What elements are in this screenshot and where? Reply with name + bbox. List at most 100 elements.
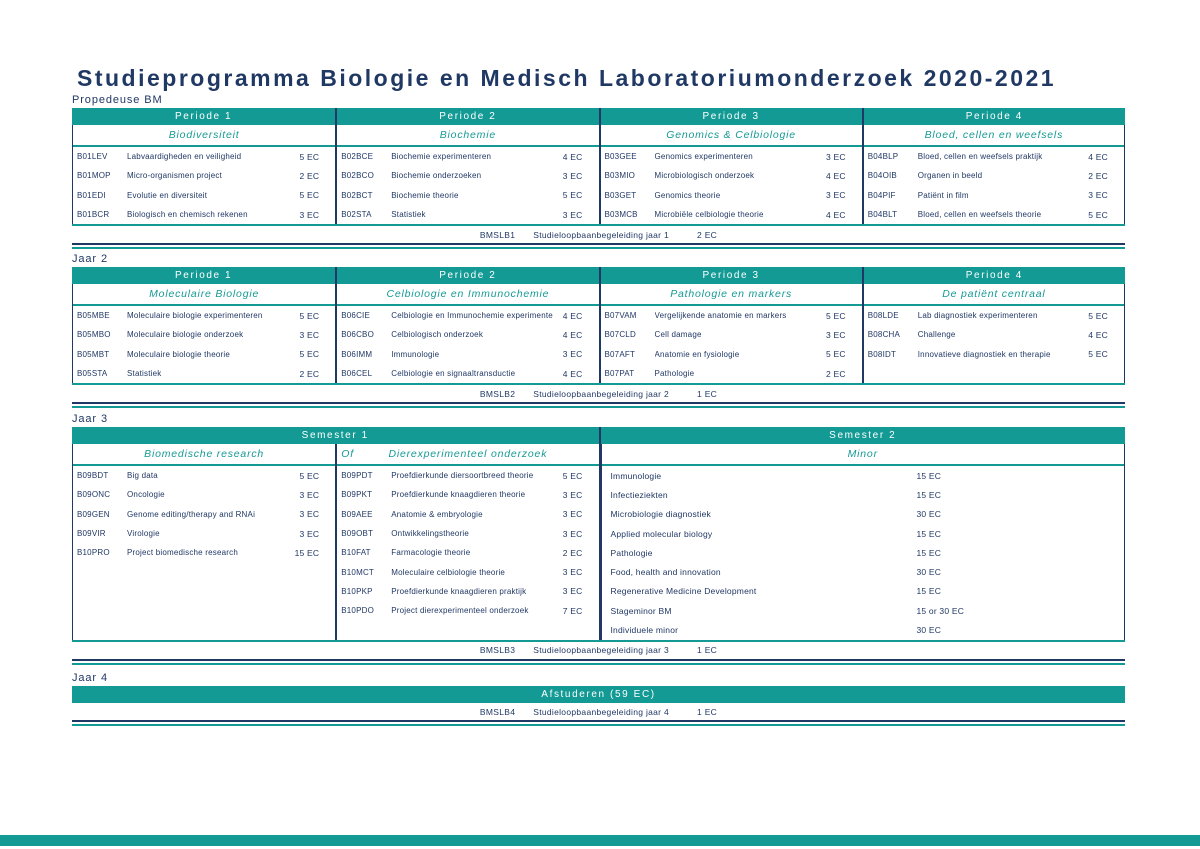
course-ec: 3 EC	[562, 349, 583, 360]
course-row: B07VAM Vergelijkende anatomie en markers 5…	[601, 306, 862, 325]
course-row: B08LDE Lab diagnostiek experimenteren 5 EC	[864, 306, 1124, 325]
course-ec: 5 EC	[826, 349, 846, 360]
course-ec: 3 EC	[299, 489, 320, 500]
section-label: Jaar 3	[72, 413, 108, 425]
course-ec: 3 EC	[299, 528, 320, 539]
course-ec: 3 EC	[826, 190, 846, 201]
year-section: Jaar 2 Periode 1 Periode 2 Periode 3 Periode…	[72, 253, 1125, 409]
course-name: Pathologie	[610, 547, 653, 558]
course-row: B02BCT Biochemie theorie 5 EC	[337, 186, 598, 205]
course-ec: 4 EC	[562, 151, 583, 162]
course-list: B06CIE Celbiologie en Immunochemie experi…	[337, 306, 598, 383]
course-ec: 5 EC	[299, 310, 320, 321]
course-ec: 4 EC	[1088, 329, 1108, 340]
course-name: Lab diagnostiek experimenteren	[917, 311, 1038, 321]
course-ec: 3 EC	[562, 567, 583, 578]
course-name: Celbiologisch onderzoek	[391, 330, 484, 340]
slb-footer-row: BMSLB2 Studieloopbaanbegeleiding jaar 2 1 …	[72, 383, 1125, 405]
course-row: B07PAT Pathologie 2 EC	[601, 364, 862, 383]
subheader-of-label: Of	[341, 448, 354, 460]
course-row: B03MIO Microbiologisch onderzoek 4 EC	[601, 166, 862, 185]
course-row: B04BLT Bloed, cellen en weefsels theorie 5…	[864, 205, 1124, 224]
course-ec: 5 EC	[562, 470, 583, 481]
period-header-cell: Semester 2	[598, 427, 1126, 444]
slb-footer-row: BMSLB1 Studieloopbaanbegeleiding jaar 1 2 …	[72, 224, 1125, 246]
course-code: B03GET	[604, 190, 637, 200]
course-name: Organen in beeld	[917, 171, 983, 181]
course-code: B06CIE	[341, 311, 371, 321]
course-ec: 5 EC	[299, 151, 320, 162]
course-ec: 15 EC	[916, 528, 942, 539]
course-row: B10PDO Project dierexperimenteel onderzoe…	[337, 601, 598, 620]
course-name: Vergelijkende anatomie en markers	[654, 311, 787, 321]
course-code: B04BLT	[867, 210, 898, 220]
table-header-row: Periode 1 Periode 2 Periode 3 Periode 4	[72, 267, 1125, 284]
course-name: Proefdierkunde knaagdieren praktijk	[391, 586, 527, 596]
table-header-row: Periode 1 Periode 2 Periode 3 Periode 4	[72, 108, 1125, 125]
course-code: B09OBT	[341, 529, 374, 539]
slb-footer-row: BMSLB4 Studieloopbaanbegeleiding jaar 4 1 …	[72, 703, 1125, 722]
course-code: B09AEE	[341, 509, 373, 519]
course-ec: 30 EC	[916, 567, 942, 578]
theme-subheader: Of Dierexperimenteel onderzoek	[337, 444, 599, 466]
course-row: B07AFT Anatomie en fysiologie 5 EC	[601, 345, 862, 364]
page-title: Studieprogramma Biologie en Medisch Labo…	[77, 65, 1057, 92]
course-code: B09VIR	[77, 529, 106, 539]
course-name: Proefdierkunde diersoortbreed theorie	[391, 471, 534, 481]
theme-title: Minor	[847, 448, 878, 460]
course-ec: 7 EC	[562, 605, 583, 616]
course-row: B10FAT Farmacologie theorie 2 EC	[337, 543, 598, 562]
course-code: B08CHA	[867, 330, 901, 340]
slb-ec: 2 EC	[697, 229, 718, 240]
course-ec: 2 EC	[562, 547, 583, 558]
course-code: B04OIB	[867, 171, 897, 181]
course-name: Big data	[127, 471, 158, 481]
course-name: Regenerative Medicine Development	[610, 586, 757, 597]
course-name: Moleculaire biologie theorie	[127, 349, 230, 359]
course-name: Biochemie onderzoeken	[391, 171, 482, 181]
course-code: B02BCT	[341, 190, 373, 200]
period-column: Genomics & Celbiologie B03GEE Genomics exp…	[598, 125, 862, 225]
theme-subheader: Biochemie	[337, 125, 599, 147]
course-row: B09ONC Oncologie 3 EC	[73, 485, 335, 504]
theme-subheader: De patiënt centraal	[863, 284, 1124, 306]
slb-code: BMSLB2	[479, 388, 516, 399]
slb-name: Studieloopbaanbegeleiding jaar 3	[533, 645, 670, 656]
theme-title: Genomics & Celbiologie	[666, 129, 796, 141]
course-row: B03GEE Genomics experimenteren 3 EC	[601, 147, 862, 166]
course-row: B06CIE Celbiologie en Immunochemie experi…	[337, 306, 598, 325]
course-ec: 3 EC	[562, 528, 583, 539]
course-name: Infectieziekten	[610, 489, 668, 500]
slb-code: BMSLB3	[479, 645, 516, 656]
course-row: B06CBO Celbiologisch onderzoek 4 EC	[337, 325, 598, 344]
slb-ec: 1 EC	[697, 645, 718, 656]
table-end-line	[72, 662, 1125, 665]
course-name: Micro-organismen project	[127, 171, 223, 181]
theme-subheader: Celbiologie en Immunochemie	[337, 284, 599, 306]
course-code: B10MCT	[341, 567, 375, 577]
course-row: B10MCT Moleculaire celbiologie theorie 3 E…	[337, 562, 598, 581]
course-name: Patiënt in film	[917, 190, 969, 200]
course-row: B01BCR Biologisch en chemisch rekenen 3 EC	[73, 205, 335, 224]
course-name: Statistiek	[391, 210, 426, 220]
course-name: Challenge	[917, 330, 956, 340]
year-section: Jaar 3 Semester 1 Semester 2 Biomedische re…	[72, 413, 1125, 665]
graduation-banner: Afstuderen (59 EC)	[72, 686, 1125, 703]
period-column: Biodiversiteit B01LEV Labvaardigheden en v…	[72, 125, 336, 225]
theme-title: Celbiologie en Immunochemie	[386, 288, 550, 300]
course-row: B02BCO Biochemie onderzoeken 3 EC	[337, 166, 598, 185]
course-ec: 5 EC	[1088, 209, 1108, 220]
period-header-cell: Periode 2	[335, 108, 598, 125]
course-name: Immunologie	[391, 349, 440, 359]
course-name: Cell damage	[654, 330, 702, 340]
theme-subheader: Genomics & Celbiologie	[600, 125, 862, 147]
course-ec: 4 EC	[562, 368, 583, 379]
slb-code: BMSLB1	[479, 229, 516, 240]
period-column: Biochemie B02BCE Biochemie experimenteren 4…	[335, 125, 599, 225]
course-code: B05MBO	[77, 330, 111, 340]
course-row: B09BDT Big data 5 EC	[73, 466, 335, 485]
course-code: B01EDI	[77, 190, 106, 200]
course-code: B09BDT	[77, 471, 109, 481]
course-ec: 15 or 30 EC	[916, 605, 965, 616]
course-ec: 2 EC	[299, 170, 320, 181]
